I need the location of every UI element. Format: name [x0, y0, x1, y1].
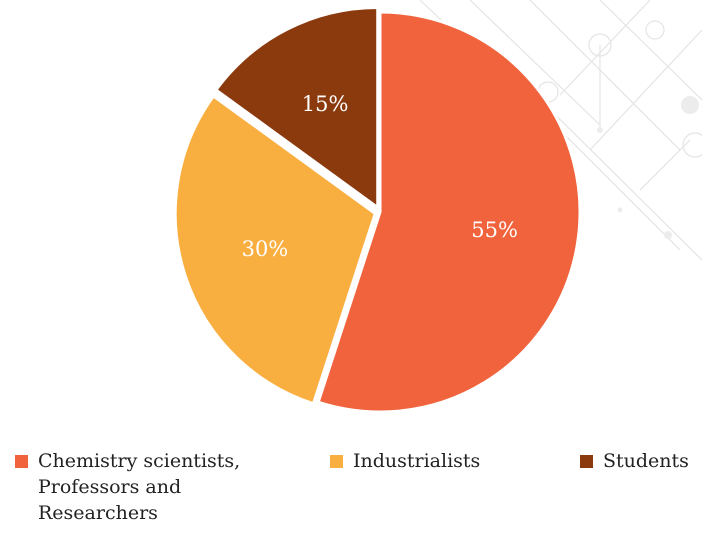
- pie-slice-students: [213, 6, 380, 211]
- pie-slice-chemistry-scientists: [316, 10, 582, 414]
- legend-swatch: [330, 455, 343, 468]
- legend-item-students: Students: [580, 448, 689, 474]
- legend-item-chemistry-scientists: Chemistry scientists, Professors and Res…: [15, 448, 285, 526]
- legend-item-industrialists: Industrialists: [330, 448, 480, 474]
- legend-label: Industrialists: [353, 450, 481, 472]
- slice-data-label: 55%: [471, 218, 518, 243]
- legend-swatch: [580, 455, 593, 468]
- legend-label: Chemistry scientists, Professors and Res…: [38, 450, 241, 524]
- pie-slice-industrialists: [173, 93, 378, 406]
- legend-label: Students: [603, 450, 689, 472]
- legend: Chemistry scientists, Professors and Res…: [0, 448, 702, 538]
- slice-data-label: 30%: [241, 237, 289, 262]
- legend-swatch: [15, 455, 28, 468]
- slice-data-label: 15%: [301, 92, 349, 117]
